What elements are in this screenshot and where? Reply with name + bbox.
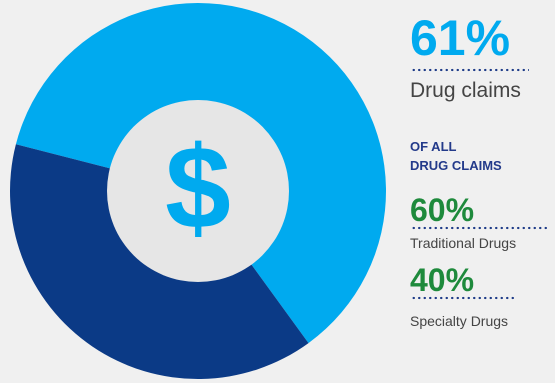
summary-dotted-rule (411, 68, 529, 72)
traditional-label: Traditional Drugs (410, 235, 517, 251)
breakdown-heading-line2: DRUG CLAIMS (410, 158, 502, 173)
summary-percent: 61% (410, 10, 511, 66)
specialty-percent: 40% (410, 262, 475, 298)
dollar-sign-icon: $ (165, 122, 231, 254)
stats-panel: 61% Drug claims OF ALL DRUG CLAIMS 60% T… (410, 0, 555, 383)
specialty-dotted-rule (411, 296, 515, 300)
breakdown-heading-line1: OF ALL (410, 139, 457, 154)
donut-center (107, 100, 289, 282)
summary-label: Drug claims (410, 79, 521, 102)
donut-chart: $ (9, 2, 386, 379)
traditional-percent: 60% (410, 192, 475, 228)
traditional-dotted-rule (411, 226, 549, 230)
specialty-label: Specialty Drugs (410, 313, 509, 329)
